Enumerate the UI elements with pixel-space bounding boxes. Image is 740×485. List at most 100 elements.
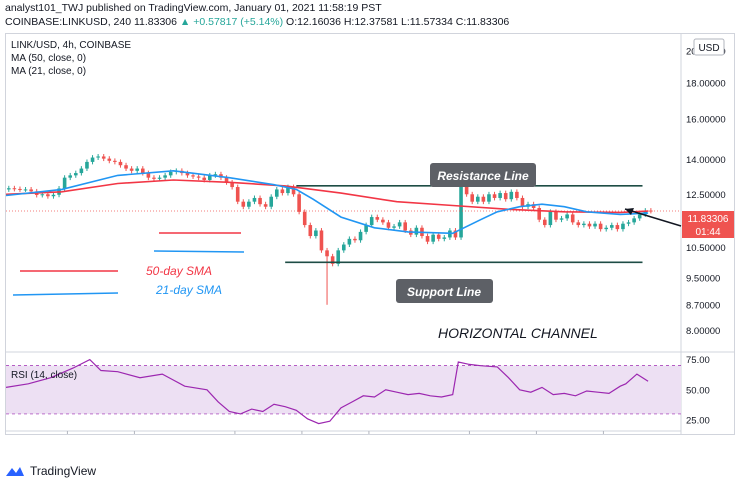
candle [621,223,625,230]
candle [274,189,279,197]
candle [168,171,173,176]
candle [598,223,603,230]
price-tick-label: 18.00000 [686,79,726,90]
candle [537,207,542,220]
candle [369,217,374,226]
candle [632,218,636,223]
candle [587,223,592,227]
candle [252,197,257,202]
candle [403,222,408,231]
candle [18,188,22,190]
rsi-group [5,358,649,425]
candle [470,194,475,202]
candle [531,204,536,208]
candle [492,194,497,198]
price-tick-label: 10.50000 [686,243,726,254]
rsi-tick-label: 75.00 [686,355,710,366]
symbol-label: COINBASE:LINKUSD, 240 [5,16,132,28]
ma50-legend-label: 50-day SMA [146,264,212,278]
candle [297,194,301,212]
candle [336,250,341,264]
candle [364,225,368,232]
candle [6,188,11,190]
rsi-tick-label: 50.00 [686,385,710,396]
decor-blue-line [153,250,245,253]
support-label: Support Line [407,285,481,299]
symbol-ohlc-line: COINBASE:LINKUSD, 240 11.83306 ▲ +0.5781… [5,16,509,28]
last-price: 11.83306 [133,16,177,28]
legend-ma50: MA (50, close, 0) [11,53,86,64]
candle [649,210,653,212]
candle [325,250,329,257]
tradingview-footer: TradingView [5,461,96,481]
candle [570,214,575,223]
candle [626,222,631,224]
candle [224,177,229,183]
resistance-label: Resistance Line [437,169,529,183]
candle [96,156,100,158]
candle [604,227,609,230]
candle [464,185,469,195]
candle [431,234,435,242]
rsi-line [5,358,649,425]
candle [475,196,480,202]
currency-button[interactable] [693,38,725,56]
candle [436,234,441,239]
candle [330,256,335,264]
candle [397,222,402,227]
candle [381,219,385,223]
candle [576,222,581,226]
price-axis-ticks: 20.0000018.0000016.0000014.0000012.50000… [686,46,726,426]
price-change: ▲ +0.57817 (+5.14%) [179,16,284,28]
channel-label: HORIZONTAL CHANNEL [438,325,598,341]
candle [269,196,274,207]
candle [358,231,363,241]
candle [113,160,117,162]
candle [542,219,547,226]
candle [23,189,28,191]
candle [202,177,207,180]
candle [314,230,318,237]
ohlc-values: O:12.16036 H:12.37581 L:11.57334 C:11.83… [286,16,510,28]
candle [453,230,458,238]
candle [263,204,268,207]
ma21-line [5,169,649,235]
publish-header: analyst101_TWJ published on TradingView.… [0,0,740,30]
candle [124,165,128,169]
candle [341,244,346,251]
candle [386,222,391,228]
price-chart[interactable]: 20.0000018.0000016.0000014.0000012.50000… [5,34,734,449]
candle [90,157,95,162]
candle [191,175,195,177]
candle [79,168,84,174]
moving-averages-group [5,169,649,235]
candle [515,191,519,198]
candle [442,237,447,239]
countdown-value: 01:44 [695,227,720,238]
candle [46,194,50,197]
candle [62,177,67,189]
candle [509,191,514,200]
price-tick-label: 8.70000 [686,300,720,311]
legend-ma21: MA (21, close, 0) [11,66,86,77]
candle [129,168,134,171]
candle [347,238,352,245]
chart-frame: 20.0000018.0000016.0000014.0000012.50000… [5,33,735,449]
publish-info: analyst101_TWJ published on TradingView.… [5,2,382,14]
candle [118,161,123,166]
price-tick-label: 8.00000 [686,326,720,337]
candles-group [6,154,653,305]
candle [291,187,296,195]
candle [101,156,106,159]
candle [68,175,73,178]
candle [140,168,145,174]
support-callout [396,279,493,303]
candle [73,173,78,176]
candle [637,214,642,219]
candle [51,194,56,197]
candle [375,217,380,220]
candle [503,193,508,200]
candle [487,194,491,202]
last-price-tag-value: 11.83306 [688,214,729,225]
candle [286,187,290,194]
